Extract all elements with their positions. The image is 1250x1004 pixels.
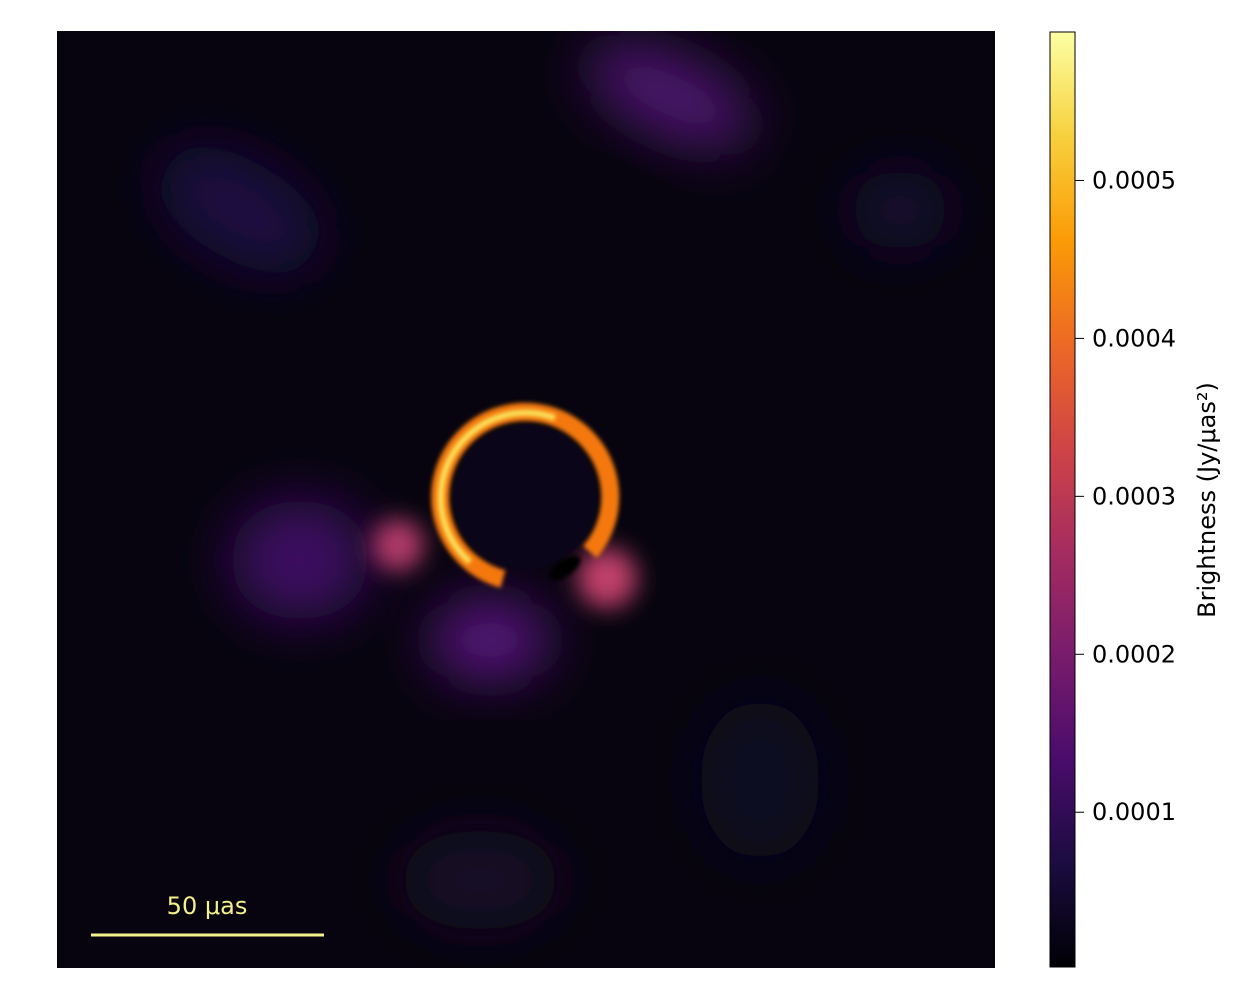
scale-bar-label: 50 μas [167, 892, 248, 920]
colorbar-tick-label: 0.0003 [1092, 482, 1176, 510]
colorbar-tick-label: 0.0002 [1092, 640, 1176, 668]
colorbar [1049, 31, 1076, 968]
colorbar-tick-label: 0.0001 [1092, 798, 1176, 826]
brightness-image [57, 31, 995, 968]
colorbar-tick-label: 0.0004 [1092, 324, 1176, 352]
colorbar-label: Brightness (Jy/μas²) [1193, 382, 1221, 618]
colorbar-tick-label: 0.0005 [1092, 166, 1176, 194]
